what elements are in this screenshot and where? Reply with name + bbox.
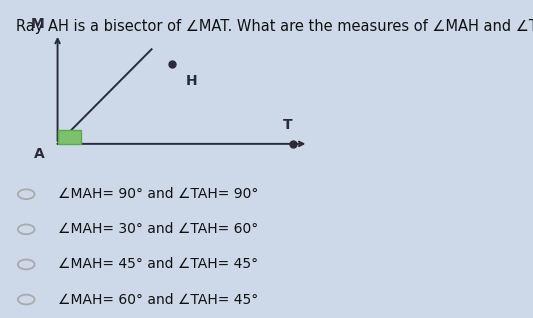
Text: T: T (282, 118, 292, 132)
Polygon shape (58, 130, 81, 144)
Text: ∠MAH= 45° and ∠TAH= 45°: ∠MAH= 45° and ∠TAH= 45° (58, 258, 257, 272)
Text: A: A (34, 147, 44, 161)
Text: M: M (31, 17, 44, 31)
Text: ∠MAH= 30° and ∠TAH= 60°: ∠MAH= 30° and ∠TAH= 60° (58, 222, 258, 236)
Text: H: H (185, 74, 197, 88)
Text: ∠MAH= 60° and ∠TAH= 45°: ∠MAH= 60° and ∠TAH= 45° (58, 293, 258, 307)
Text: Ray AH is a bisector of ∠MAT. What are the measures of ∠MAH and ∠TAH?: Ray AH is a bisector of ∠MAT. What are t… (16, 19, 533, 34)
Text: ∠MAH= 90° and ∠TAH= 90°: ∠MAH= 90° and ∠TAH= 90° (58, 187, 258, 201)
